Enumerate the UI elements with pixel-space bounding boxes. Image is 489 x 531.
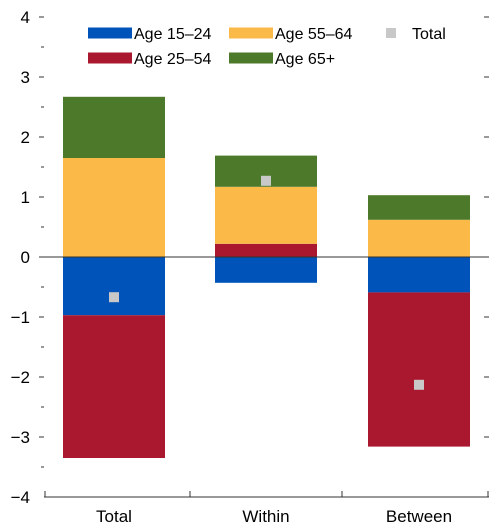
bar-segment-within-series-2 [215,243,317,257]
bar-segment-within-series-1 [215,257,317,283]
y-tick-label: −2 [11,368,30,387]
bar-segment-total-series-1 [63,257,165,316]
chart-legend: Age 15–24 Age 55–64 Total Age 25–54 Age 65+ [88,26,446,68]
y-tick-label: 0 [21,248,30,267]
y-tick-label: −4 [11,488,30,507]
legend-label: Age 25–54 [134,51,212,68]
bar-segment-total-series-3 [63,158,165,257]
total-marker-within [261,175,271,186]
legend-label: Age 15–24 [134,26,212,43]
y-tick-label: 1 [21,188,30,207]
x-tick-label: Total [96,507,132,526]
total-marker-between [414,379,424,390]
bar-segment-between-series-1 [368,257,470,293]
legend-swatch [386,28,396,38]
y-tick-label: 4 [21,8,30,27]
legend-swatch [229,27,273,39]
legend-swatch [88,27,132,39]
bar-segment-between-series-3 [368,219,470,257]
bar-segment-total-series-2 [63,315,165,458]
x-tick-label: Within [242,507,289,526]
bar-segment-between-series-4 [368,195,470,220]
bar-segment-total-series-4 [63,96,165,158]
total-markers [109,175,424,390]
legend-swatch [88,52,132,64]
bar-segment-between-series-2 [368,292,470,447]
chart-axes: −4 −3 −2 −1 0 1 2 3 4 Total Within Between [11,8,489,526]
legend-label: Total [412,26,446,43]
total-marker-total [109,292,119,303]
legend-label: Age 55–64 [275,26,353,43]
legend-swatch [229,52,273,64]
y-tick-label: 3 [21,68,30,87]
x-tick-label: Between [386,507,452,526]
bar-segments [63,96,470,458]
y-tick-label: −1 [11,308,30,327]
y-tick-label: 2 [21,128,30,147]
y-tick-label: −3 [11,428,30,447]
bar-segment-within-series-3 [215,186,317,244]
legend-label: Age 65+ [275,51,335,68]
